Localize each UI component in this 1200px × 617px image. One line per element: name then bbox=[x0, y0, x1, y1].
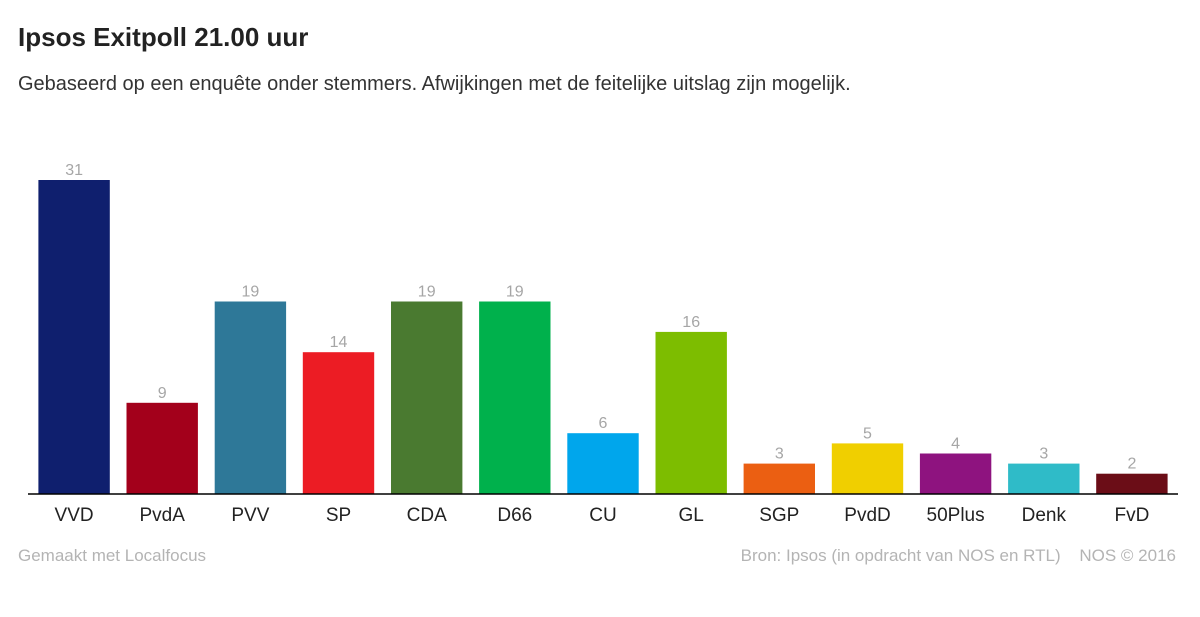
category-labels-group: VVD PvdA PVV SP CDA D66 CU GL SGP PvdD 50Plus Denk F… bbox=[55, 505, 1150, 526]
chart-title: Ipsos Exitpoll 21.00 uur bbox=[18, 22, 309, 52]
bar-pvv bbox=[214, 301, 287, 494]
value-label-cda: 19 bbox=[418, 284, 436, 301]
value-label-pvdd: 5 bbox=[863, 425, 872, 442]
value-label-sgp: 3 bbox=[775, 446, 784, 463]
value-label-pvda: 9 bbox=[158, 385, 167, 402]
bars-group bbox=[38, 180, 1168, 494]
value-label-cu: 6 bbox=[599, 415, 608, 432]
category-label-pvdd: PvdD bbox=[844, 505, 890, 526]
value-label-50plus: 4 bbox=[951, 436, 960, 453]
bar-50plus bbox=[919, 453, 992, 494]
category-label-gl: GL bbox=[679, 505, 704, 526]
source-text: Bron: Ipsos (in opdracht van NOS en RTL) bbox=[740, 546, 1061, 565]
category-label-fvd: FvD bbox=[1114, 505, 1149, 526]
localfocus-credit: Gemaakt met Localfocus bbox=[18, 546, 207, 565]
category-label-pvda: PvdA bbox=[139, 505, 185, 526]
bar-vvd bbox=[38, 180, 110, 494]
category-label-vvd: VVD bbox=[55, 505, 94, 526]
value-labels-group: 31 9 19 14 19 19 6 16 3 5 4 3 2 bbox=[65, 162, 1136, 473]
value-label-denk: 3 bbox=[1039, 446, 1048, 463]
category-label-pvv: PVV bbox=[231, 505, 269, 526]
category-label-sgp: SGP bbox=[759, 505, 799, 526]
bar-pvdd bbox=[831, 443, 904, 494]
value-label-fvd: 2 bbox=[1127, 456, 1136, 473]
bar-cda bbox=[391, 301, 463, 494]
bar-pvda bbox=[126, 402, 198, 494]
value-label-gl: 16 bbox=[682, 314, 700, 331]
category-label-sp: SP bbox=[326, 505, 351, 526]
value-label-sp: 14 bbox=[330, 334, 348, 351]
source-footer: Bron: Ipsos (in opdracht van NOS en RTL)… bbox=[741, 546, 1176, 566]
category-label-d66: D66 bbox=[497, 505, 532, 526]
copyright-text: NOS © 2016 bbox=[1079, 546, 1176, 565]
value-label-vvd: 31 bbox=[65, 162, 83, 179]
bar-fvd bbox=[1096, 473, 1168, 494]
bar-cu bbox=[567, 433, 639, 494]
category-label-denk: Denk bbox=[1022, 505, 1067, 526]
category-label-cda: CDA bbox=[407, 505, 447, 526]
chart-subtitle: Gebaseerd op een enquête onder stemmers.… bbox=[18, 73, 851, 95]
bar-sp bbox=[302, 352, 375, 494]
category-label-cu: CU bbox=[589, 505, 616, 526]
bar-sgp bbox=[743, 463, 815, 494]
bar-gl bbox=[655, 331, 727, 494]
bar-chart: 31 9 19 14 19 19 6 16 3 5 4 3 2 VVD PvdA PVV SP CDA D66 CU… bbox=[28, 162, 1178, 526]
value-label-pvv: 19 bbox=[242, 284, 260, 301]
bar-denk bbox=[1008, 463, 1080, 494]
category-label-50plus: 50Plus bbox=[927, 505, 985, 526]
bar-d66 bbox=[479, 301, 551, 494]
value-label-d66: 19 bbox=[506, 284, 524, 301]
